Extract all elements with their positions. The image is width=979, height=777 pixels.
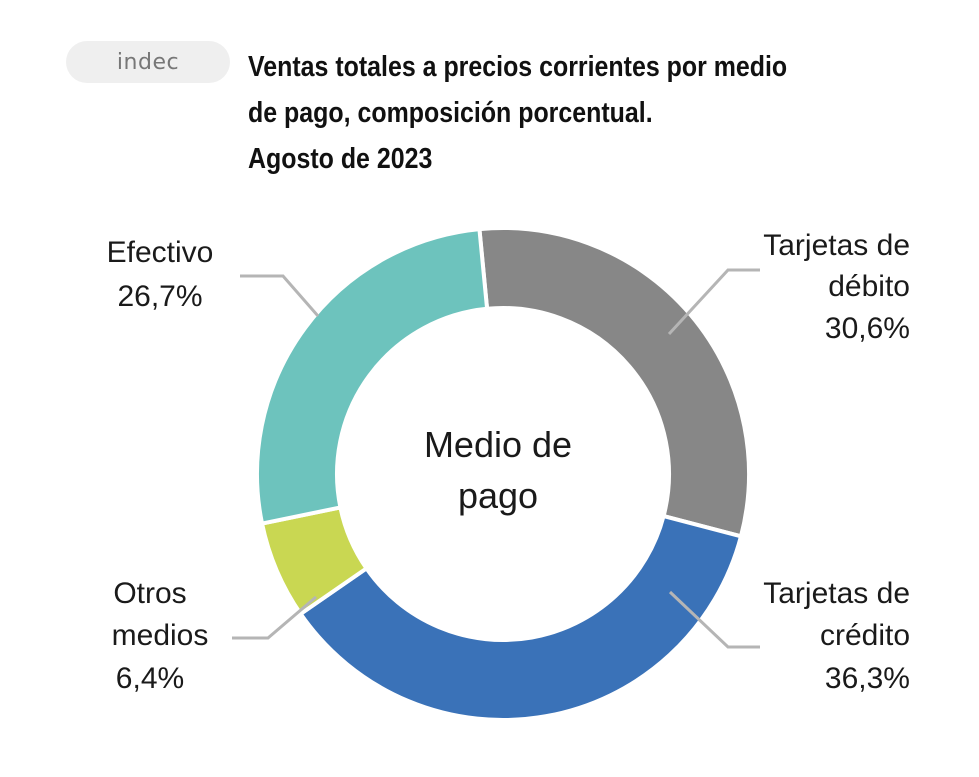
title-line-3: Agosto de 2023 [248, 143, 433, 175]
title-line-1: Ventas totales a precios corrientes por … [248, 51, 788, 83]
leader-lines [232, 268, 760, 649]
slice-value-efectivo: 26,7% [117, 280, 202, 313]
leader-line-efectivo [240, 274, 320, 317]
center-label: Medio de pago [424, 424, 572, 516]
leader-line-otros-medios [232, 595, 317, 640]
center-label-line: Medio de [424, 424, 572, 465]
leader-line-tarjetas-de-credito [668, 590, 760, 649]
slice-label-tarjetas-de-debito: Tarjetas de [763, 229, 910, 262]
indec-logo: indec [66, 41, 230, 83]
slice-value-tarjetas-de-credito: 36,3% [825, 662, 910, 695]
slice-value-otros-medios: 6,4% [116, 662, 184, 695]
center-label-line: pago [458, 475, 538, 516]
slice-label-tarjetas-de-credito: crédito [820, 619, 910, 652]
slice-labels: Tarjetas de débito 30,6% Tarjetas de crédito… [107, 229, 910, 695]
slice-label-otros-medios: Otros [113, 577, 186, 610]
slice-label-tarjetas-de-credito: Tarjetas de [763, 577, 910, 610]
title-line-2: de pago, composición porcentual. [248, 97, 653, 129]
slice-label-efectivo: Efectivo [107, 236, 214, 269]
chart-title: Ventas totales a precios corrientes por … [248, 44, 833, 182]
leader-line-tarjetas-de-debito [667, 268, 760, 336]
slice-value-tarjetas-de-debito: 30,6% [825, 312, 910, 345]
slice-tarjetas-de-debito [477, 226, 751, 539]
donut-slices [255, 226, 751, 722]
slice-label-tarjetas-de-debito: débito [828, 270, 910, 303]
slice-efectivo [255, 227, 490, 526]
slice-tarjetas-de-credito [298, 514, 743, 722]
slice-label-otros-medios: medios [112, 619, 209, 652]
